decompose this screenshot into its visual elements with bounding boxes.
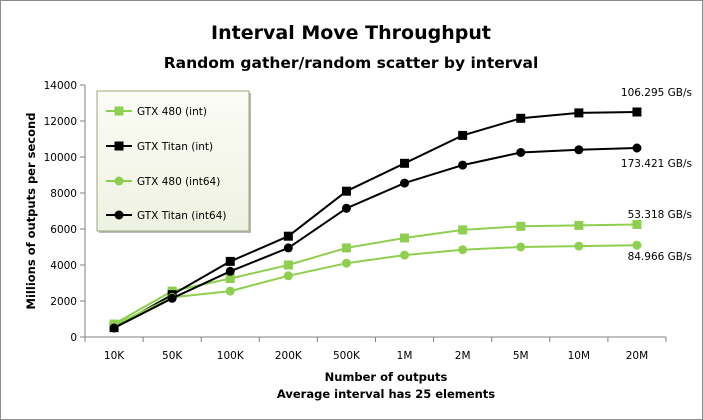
data-point [400, 233, 410, 243]
series-line [113, 111, 637, 329]
x-tick-label: 200K [275, 350, 303, 362]
series-3 [109, 143, 642, 333]
x-tick-label: 100K [217, 350, 245, 362]
y-tick-label: 12000 [44, 116, 77, 128]
chart-subtitle: Random gather/random scatter by interval [164, 54, 539, 72]
x-tick-label: 20M [626, 350, 648, 362]
legend-entry: GTX Titan (int64) [106, 210, 227, 222]
chart-title: Interval Move Throughput [211, 22, 491, 44]
y-tick-label: 10000 [44, 152, 77, 164]
legend-entry: GTX Titan (int) [106, 141, 213, 153]
data-point [225, 274, 235, 283]
series-layer [109, 107, 642, 333]
data-point [400, 250, 410, 260]
data-point [516, 221, 526, 231]
data-point [458, 225, 468, 235]
legend-marker [114, 106, 124, 116]
y-tick-label: 14000 [44, 80, 77, 92]
data-point [341, 258, 351, 268]
y-tick-label: 4000 [50, 260, 77, 272]
x-tick-label: 10M [568, 350, 590, 362]
data-point [225, 286, 235, 296]
data-point [109, 323, 119, 333]
data-point [632, 143, 642, 153]
legend-label: GTX Titan (int64) [137, 210, 227, 222]
series-0 [109, 220, 642, 329]
legend-entry: GTX 480 (int64) [106, 176, 220, 188]
x-tick-label: 5M [513, 350, 529, 362]
x-tick-label: 50K [162, 350, 183, 362]
data-point [225, 266, 235, 276]
y-tick-label: 6000 [50, 224, 77, 236]
legend-label: GTX 480 (int64) [137, 176, 220, 188]
y-axis-label: Millions of outputs per second [24, 113, 38, 310]
data-point [341, 203, 351, 213]
legend-label: GTX 480 (int) [137, 106, 207, 118]
data-point [632, 107, 642, 117]
data-point [458, 160, 468, 170]
data-point [574, 108, 584, 118]
data-point [283, 231, 293, 241]
legend-entry: GTX 480 (int) [106, 106, 207, 118]
data-point [341, 243, 351, 253]
legend-label: GTX Titan (int) [137, 141, 213, 153]
x-tick-label: 2M [455, 350, 471, 362]
legend-marker [114, 176, 124, 186]
axes: 0 2000 4000 6000 8000 10000 12000 14000 10K 50K 10… [44, 80, 667, 362]
x-tick-label: 500K [333, 350, 361, 362]
data-point [458, 130, 468, 140]
legend: GTX 480 (int) GTX Titan (int) GTX 480 (int… [96, 90, 251, 233]
series-line [113, 223, 637, 325]
data-point [574, 220, 584, 230]
data-point [516, 113, 526, 123]
annotation-layer: 106.295 GB/s 173.421 GB/s 53.318 GB/s 84.96… [621, 87, 692, 263]
x-axis-sublabel: Average interval has 25 elements [277, 387, 495, 401]
data-point [283, 271, 293, 281]
data-point [283, 260, 293, 270]
bandwidth-annotation: 106.295 GB/s [621, 87, 692, 99]
data-point [632, 220, 642, 229]
bandwidth-annotation: 173.421 GB/s [621, 158, 692, 170]
x-axis-label: Number of outputs [325, 370, 448, 384]
data-point [283, 243, 293, 253]
legend-marker [114, 141, 124, 151]
series-line [113, 147, 637, 329]
data-point [341, 186, 351, 196]
data-point [574, 145, 584, 155]
bandwidth-annotation: 53.318 GB/s [628, 209, 692, 221]
legend-marker [114, 210, 124, 220]
series-line [113, 244, 637, 327]
data-point [458, 245, 468, 255]
data-point [167, 293, 177, 303]
bandwidth-annotation: 84.966 GB/s [628, 251, 692, 263]
y-tick-label: 2000 [50, 296, 77, 308]
data-point [574, 241, 584, 251]
y-tick-label: 8000 [50, 188, 77, 200]
data-point [632, 240, 642, 250]
x-tick-label: 1M [397, 350, 413, 362]
data-point [516, 148, 526, 157]
data-point [400, 178, 410, 188]
x-tick-label: 10K [104, 350, 125, 362]
y-tick-label: 0 [70, 332, 77, 344]
data-point [225, 256, 235, 266]
data-point [516, 242, 526, 252]
data-point [400, 158, 410, 168]
